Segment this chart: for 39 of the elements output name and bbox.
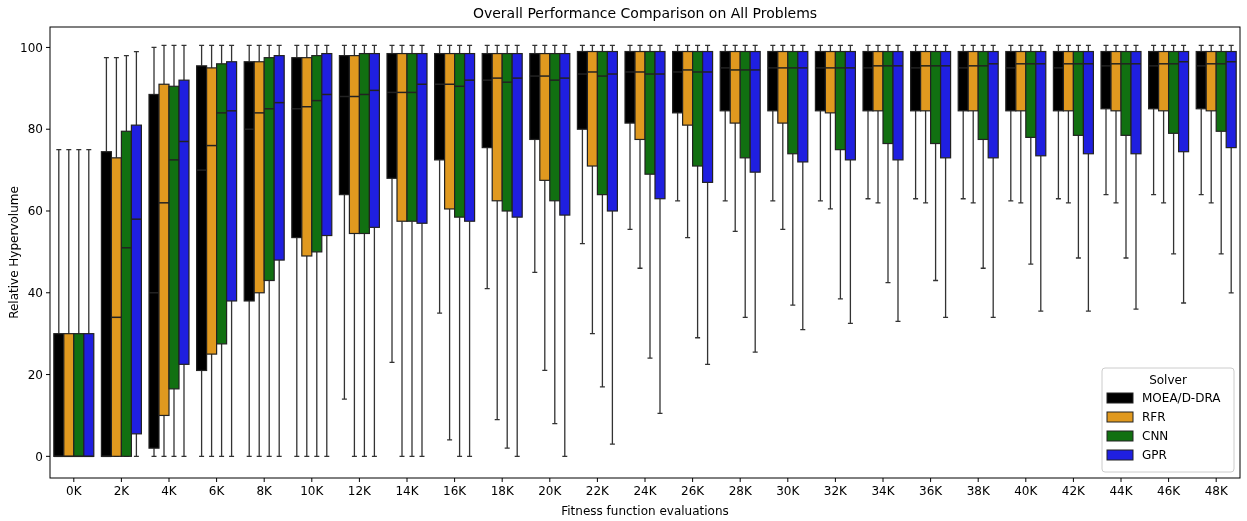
x-tick-label: 10K bbox=[300, 484, 325, 498]
x-tick-label: 0K bbox=[66, 484, 83, 498]
x-tick-label: 24K bbox=[633, 484, 658, 498]
x-tick-label: 38K bbox=[966, 484, 991, 498]
legend-label: GPR bbox=[1142, 448, 1167, 463]
y-axis-title: Relative Hypervolume bbox=[7, 186, 21, 319]
x-tick-label: 42K bbox=[1061, 484, 1087, 498]
x-tick-label: 36K bbox=[919, 484, 944, 498]
x-tick-label: 32K bbox=[823, 484, 849, 498]
y-tick-label: 0 bbox=[35, 449, 43, 464]
x-tick-label: 16K bbox=[443, 484, 468, 498]
x-tick-label: 22K bbox=[585, 484, 611, 498]
x-tick-label: 2K bbox=[113, 484, 131, 498]
x-axis-title: Fitness function evaluations bbox=[561, 504, 729, 518]
x-tick-label: 18K bbox=[490, 484, 515, 498]
x-tick-label: 6K bbox=[208, 484, 226, 498]
x-tick-label: 28K bbox=[728, 484, 753, 498]
y-tick-label: 100 bbox=[20, 40, 43, 55]
x-tick-label: 30K bbox=[776, 484, 801, 498]
legend-label: MOEA/D-DRA bbox=[1142, 391, 1222, 406]
x-tick-label: 4K bbox=[161, 484, 178, 498]
legend-title: Solver bbox=[1149, 373, 1187, 387]
x-tick-label: 12K bbox=[347, 484, 373, 498]
y-tick-label: 20 bbox=[27, 367, 43, 382]
y-tick-label: 60 bbox=[27, 204, 43, 219]
x-tick-label: 20K bbox=[538, 484, 563, 498]
y-tick-label: 80 bbox=[27, 122, 43, 137]
x-tick-label: 44K bbox=[1109, 484, 1134, 498]
legend-label: CNN bbox=[1142, 429, 1169, 444]
x-tick-label: 14K bbox=[395, 484, 420, 498]
x-tick-label: 40K bbox=[1014, 484, 1039, 498]
y-tick-label: 40 bbox=[27, 285, 43, 300]
chart-title: Overall Performance Comparison on All Problems bbox=[472, 5, 818, 21]
x-tick-label: 34K bbox=[871, 484, 896, 498]
x-tick-label: 48K bbox=[1204, 484, 1229, 498]
x-tick-label: 8K bbox=[256, 484, 274, 498]
x-tick-label: 46K bbox=[1157, 484, 1182, 498]
legend-label: RFR bbox=[1142, 410, 1166, 425]
x-tick-label: 26K bbox=[681, 484, 706, 498]
